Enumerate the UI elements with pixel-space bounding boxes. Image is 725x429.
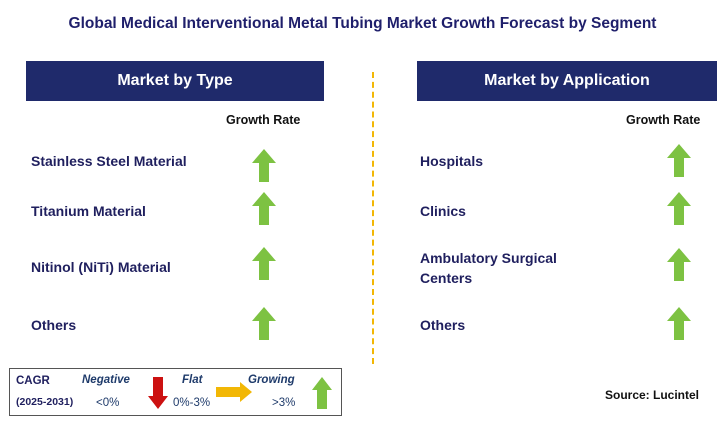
flat-right-arrow-icon <box>216 382 252 402</box>
legend-flat-range: 0%-3% <box>173 397 211 409</box>
source-credit: Source: Lucintel <box>605 388 700 402</box>
legend-negative-range: <0% <box>96 397 120 409</box>
type-item-titanium: Titanium Material <box>31 203 146 219</box>
page-title: Global Medical Interventional Metal Tubi… <box>68 15 657 32</box>
growth-up-arrow-icon <box>667 307 691 340</box>
type-item-others: Others <box>31 317 77 333</box>
growth-up-arrow-icon <box>252 307 276 340</box>
growth-up-arrow-icon <box>667 192 691 225</box>
growth-rate-label-application: Growth Rate <box>626 113 701 127</box>
legend-flat-label: Flat <box>182 374 203 386</box>
legend-growing-label: Growing <box>248 374 295 386</box>
growing-up-arrow-icon <box>312 377 332 409</box>
legend-growing-range: >3% <box>272 397 296 409</box>
negative-down-arrow-icon <box>148 377 168 409</box>
legend-negative-label: Negative <box>82 374 130 386</box>
application-item-ambulatory-line1: Ambulatory Surgical <box>420 250 557 266</box>
application-item-hospitals: Hospitals <box>420 153 484 169</box>
legend-years: (2025-2031) <box>16 396 74 408</box>
market-by-type-header: Market by Type <box>26 61 324 101</box>
growth-up-arrow-icon <box>252 192 276 225</box>
growth-up-arrow-icon <box>252 247 276 280</box>
legend-cagr-label: CAGR <box>16 375 50 387</box>
application-item-ambulatory-line2: Centers <box>420 270 473 286</box>
type-item-nitinol: Nitinol (NiTi) Material <box>31 259 171 275</box>
application-item-others: Others <box>420 317 466 333</box>
market-by-application-header: Market by Application <box>417 61 717 101</box>
growth-up-arrow-icon <box>667 248 691 281</box>
type-item-stainless-steel: Stainless Steel Material <box>31 153 187 169</box>
growth-rate-label-type: Growth Rate <box>226 113 301 127</box>
cagr-legend: CAGR (2025-2031) Negative <0% Flat 0%-3%… <box>9 368 342 416</box>
growth-up-arrow-icon <box>252 149 276 182</box>
panel-divider <box>372 72 374 364</box>
application-item-ambulatory: Ambulatory Surgical Centers <box>420 248 557 288</box>
application-item-clinics: Clinics <box>420 203 466 219</box>
growth-up-arrow-icon <box>667 144 691 177</box>
